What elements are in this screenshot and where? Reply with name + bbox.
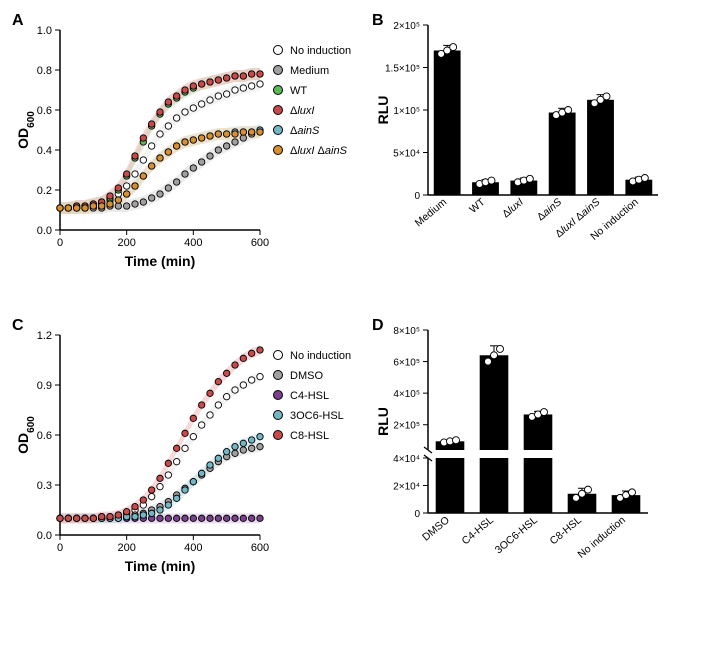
svg-text:200: 200 bbox=[117, 542, 135, 554]
svg-text:0.9: 0.9 bbox=[37, 380, 52, 392]
figure-grid: A 0 200 400 600 0.0 0.2 0.4 0.6 0.8 1.0 Time (min)… bbox=[10, 10, 699, 640]
svg-text:OD600: OD600 bbox=[15, 111, 37, 149]
svg-text:3OC6-HSL: 3OC6-HSL bbox=[493, 514, 540, 556]
svg-text:0.6: 0.6 bbox=[37, 105, 52, 117]
svg-text:1×10⁵: 1×10⁵ bbox=[393, 106, 420, 117]
svg-text:Medium: Medium bbox=[290, 65, 329, 77]
svg-text:0.3: 0.3 bbox=[37, 480, 52, 492]
svg-text:0: 0 bbox=[57, 237, 63, 249]
svg-text:WT: WT bbox=[290, 85, 307, 97]
svg-text:6×10⁵: 6×10⁵ bbox=[393, 358, 420, 369]
svg-text:0.0: 0.0 bbox=[37, 530, 52, 542]
svg-text:RLU: RLU bbox=[375, 96, 391, 125]
svg-text:C4-HSL: C4-HSL bbox=[460, 514, 496, 547]
svg-text:0: 0 bbox=[57, 542, 63, 554]
svg-text:No induction: No induction bbox=[290, 45, 351, 57]
svg-text:0.0: 0.0 bbox=[37, 225, 52, 237]
svg-text:No induction: No induction bbox=[290, 350, 351, 362]
svg-text:400: 400 bbox=[184, 237, 202, 249]
svg-text:4×10⁴: 4×10⁴ bbox=[393, 454, 420, 465]
svg-text:0.4: 0.4 bbox=[37, 145, 52, 157]
svg-text:0.2: 0.2 bbox=[37, 185, 52, 197]
svg-text:1.2: 1.2 bbox=[37, 330, 52, 342]
svg-text:2×10⁴: 2×10⁴ bbox=[393, 482, 420, 493]
svg-text:ΔluxI: ΔluxI bbox=[500, 196, 526, 220]
svg-text:C8-HSL: C8-HSL bbox=[548, 514, 584, 547]
svg-text:600: 600 bbox=[251, 542, 269, 554]
svg-text:1.5×10⁵: 1.5×10⁵ bbox=[385, 64, 420, 75]
svg-text:RLU: RLU bbox=[375, 407, 391, 436]
svg-text:C4-HSL: C4-HSL bbox=[290, 390, 329, 402]
panel-c-label: C bbox=[12, 317, 24, 335]
panel-b-label: B bbox=[372, 12, 384, 30]
svg-text:ΔluxI: ΔluxI bbox=[290, 105, 314, 117]
panel-d-chart: 2×10⁵ 4×10⁵ 6×10⁵ 8×10⁵ 0 2×10⁴ 4×10⁴ RLU DMSO C4… bbox=[370, 315, 690, 640]
svg-text:600: 600 bbox=[251, 237, 269, 249]
svg-text:2×10⁵: 2×10⁵ bbox=[393, 21, 420, 32]
svg-text:0.8: 0.8 bbox=[37, 65, 52, 77]
svg-text:DMSO: DMSO bbox=[420, 514, 452, 543]
svg-text:DMSO: DMSO bbox=[290, 370, 323, 382]
svg-text:200: 200 bbox=[117, 237, 135, 249]
svg-text:Time (min): Time (min) bbox=[125, 253, 196, 269]
svg-text:ΔainS: ΔainS bbox=[290, 125, 320, 137]
svg-text:Time (min): Time (min) bbox=[125, 558, 196, 574]
svg-text:ΔainS: ΔainS bbox=[535, 196, 564, 223]
panel-a-label: A bbox=[12, 12, 24, 30]
svg-text:No induction: No induction bbox=[575, 514, 628, 561]
svg-text:3OC6-HSL: 3OC6-HSL bbox=[290, 410, 344, 422]
svg-text:C8-HSL: C8-HSL bbox=[290, 430, 329, 442]
panel-c-chart: 0 200 400 600 0.0 0.3 0.6 0.9 1.2 Time (min) OD600… bbox=[10, 315, 370, 640]
panel-b: B 05×10⁴1×10⁵1.5×10⁵2×10⁵RLUMediumWTΔlux… bbox=[370, 10, 690, 315]
panel-c: C 0 200 400 600 0.0 0.3 0.6 0.9 1.2 Time (min) OD6… bbox=[10, 315, 370, 640]
svg-text:WT: WT bbox=[467, 196, 488, 216]
svg-text:400: 400 bbox=[184, 542, 202, 554]
svg-text:0: 0 bbox=[414, 191, 420, 202]
svg-text:ΔluxI ΔainS: ΔluxI ΔainS bbox=[290, 145, 348, 157]
svg-text:8×10⁵: 8×10⁵ bbox=[393, 326, 420, 337]
panel-a: A 0 200 400 600 0.0 0.2 0.4 0.6 0.8 1.0 Time (min)… bbox=[10, 10, 370, 315]
panel-a-chart: 0 200 400 600 0.0 0.2 0.4 0.6 0.8 1.0 Time (min) OD… bbox=[10, 10, 370, 315]
panel-d: D 2×10⁵ 4×10⁵ 6×10⁵ 8×10⁵ 0 2×10⁴ 4×10⁴ RLU DMSO… bbox=[370, 315, 690, 640]
svg-text:5×10⁴: 5×10⁴ bbox=[393, 149, 420, 160]
panel-b-chart: 05×10⁴1×10⁵1.5×10⁵2×10⁵RLUMediumWTΔluxIΔ… bbox=[370, 10, 690, 315]
svg-text:0.6: 0.6 bbox=[37, 430, 52, 442]
svg-text:1.0: 1.0 bbox=[37, 25, 52, 37]
svg-text:2×10⁵: 2×10⁵ bbox=[393, 421, 420, 432]
svg-text:4×10⁵: 4×10⁵ bbox=[393, 389, 420, 400]
svg-text:0: 0 bbox=[414, 509, 420, 520]
panel-d-label: D bbox=[372, 317, 384, 335]
svg-text:OD600: OD600 bbox=[15, 416, 37, 454]
